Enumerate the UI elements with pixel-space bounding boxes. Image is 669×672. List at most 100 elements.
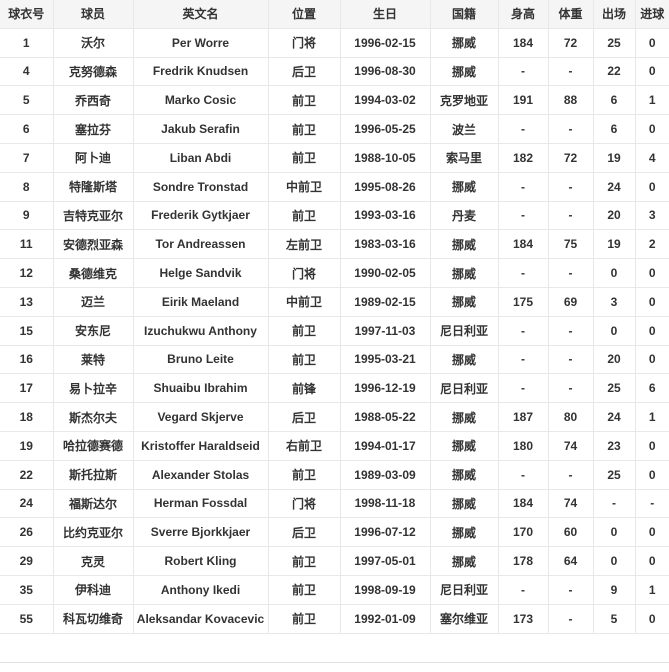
cell-appearances: 25 [592,373,636,404]
cell-jersey-number: 6 [0,114,54,144]
cell-appearances: 19 [592,142,636,173]
cell-jersey-number: 1 [0,27,54,58]
cell-birthday: 1998-09-19 [339,574,431,605]
cell-player-name-cn: 斯杰尔夫 [52,402,134,432]
cell-height: 184 [497,27,549,58]
cell-height: - [497,200,549,231]
cell-position: 前卫 [267,142,341,173]
cell-birthday: 1997-05-01 [339,546,431,576]
cell-jersey-number: 16 [0,344,54,375]
table-row: 7 阿卜迪 Liban Abdi 前卫 1988-10-05 索马里 182 72 19 4 [0,142,669,173]
cell-player-name-en: Herman Fossdal [132,488,269,519]
cell-nationality: 挪威 [429,488,499,519]
cell-goals: 0 [634,171,669,202]
cell-weight: - [547,459,594,490]
cell-player-name-cn: 伊科迪 [52,574,134,605]
cell-position: 后卫 [267,56,341,87]
cell-height: - [497,114,549,144]
table-row: 1 沃尔 Per Worre 门将 1996-02-15 挪威 184 72 25 0 [0,27,669,58]
cell-birthday: 1989-02-15 [339,286,431,317]
cell-player-name-cn: 安东尼 [52,315,134,346]
cell-goals: 0 [634,56,669,87]
table-row: 13 迈兰 Eirik Maeland 中前卫 1989-02-15 挪威 175 69 3 0 [0,286,669,317]
cell-position: 前锋 [267,373,341,404]
cell-appearances: 0 [592,315,636,346]
cell-appearances: 24 [592,402,636,432]
cell-player-name-en: Frederik Gytkjaer [132,200,269,231]
cell-birthday: 1996-12-19 [339,373,431,404]
cell-appearances: 22 [592,56,636,87]
cell-nationality: 丹麦 [429,200,499,231]
cell-nationality: 索马里 [429,142,499,173]
cell-nationality: 挪威 [429,229,499,260]
table-row: 8 特隆斯塔 Sondre Tronstad 中前卫 1995-08-26 挪威 - -24 0 [0,171,669,202]
cell-position: 中前卫 [267,286,341,317]
cell-player-name-cn: 桑德维克 [52,258,134,288]
cell-player-name-en: Per Worre [132,27,269,58]
cell-weight: 64 [547,546,594,576]
section-divider [0,662,669,663]
cell-height: - [497,373,549,404]
cell-nationality: 塞尔维亚 [429,603,499,634]
cell-position: 前卫 [267,85,341,116]
cell-jersey-number: 55 [0,603,54,634]
cell-nationality: 挪威 [429,286,499,317]
cell-nationality: 挪威 [429,344,499,375]
cell-birthday: 1995-03-21 [339,344,431,375]
cell-weight: - [547,171,594,202]
cell-jersey-number: 17 [0,373,54,404]
cell-jersey-number: 9 [0,200,54,231]
cell-jersey-number: 12 [0,258,54,288]
cell-player-name-cn: 安德烈亚森 [52,229,134,260]
cell-height: 182 [497,142,549,173]
cell-height: - [497,171,549,202]
column-header-weight: 体重 [547,0,594,29]
cell-position: 前卫 [267,603,341,634]
cell-goals: 0 [634,286,669,317]
cell-position: 门将 [267,27,341,58]
cell-weight: 72 [547,142,594,173]
cell-player-name-en: Tor Andreassen [132,229,269,260]
cell-player-name-en: Helge Sandvik [132,258,269,288]
cell-player-name-cn: 迈兰 [52,286,134,317]
cell-nationality: 挪威 [429,459,499,490]
cell-jersey-number: 29 [0,546,54,576]
cell-jersey-number: 26 [0,517,54,548]
cell-jersey-number: 35 [0,574,54,605]
cell-birthday: 1996-07-12 [339,517,431,548]
cell-weight: 60 [547,517,594,548]
cell-weight: - [547,200,594,231]
cell-nationality: 克罗地亚 [429,85,499,116]
cell-player-name-cn: 比约克亚尔 [52,517,134,548]
cell-position: 左前卫 [267,229,341,260]
cell-height: 175 [497,286,549,317]
cell-height: 173 [497,603,549,634]
cell-height: - [497,56,549,87]
cell-nationality: 尼日利亚 [429,315,499,346]
cell-jersey-number: 8 [0,171,54,202]
cell-nationality: 挪威 [429,171,499,202]
cell-appearances: 19 [592,229,636,260]
cell-jersey-number: 5 [0,85,54,116]
cell-player-name-en: Liban Abdi [132,142,269,173]
table-row: 24 福斯达尔 Herman Fossdal 门将 1998-11-18 挪威 184 74-… [0,488,669,519]
cell-height: 191 [497,85,549,116]
cell-appearances: 6 [592,114,636,144]
cell-weight: - [547,373,594,404]
cell-appearances: 25 [592,459,636,490]
cell-nationality: 挪威 [429,27,499,58]
cell-appearances: 24 [592,171,636,202]
table-row: 17 易卜拉辛 Shuaibu Ibrahim 前锋 1996-12-19 尼日利亚 - -2… [0,373,669,404]
cell-goals: 2 [634,229,669,260]
player-roster-table: 球衣号 球员 英文名 位置 生日 国籍 身高 体重 出场 进球 1 沃尔 Per Worre 门将 199… [0,0,669,634]
cell-position: 前卫 [267,459,341,490]
cell-appearances: - [592,488,636,519]
cell-goals: 1 [634,402,669,432]
table-row: 16 莱特 Bruno Leite 前卫 1995-03-21 挪威 - -20 0 [0,344,669,375]
cell-birthday: 1983-03-16 [339,229,431,260]
table-body: 1 沃尔 Per Worre 门将 1996-02-15 挪威 184 72 25 0 4 克努德森 F… [0,27,669,634]
cell-position: 后卫 [267,517,341,548]
table-row: 12 桑德维克 Helge Sandvik 门将 1990-02-05 挪威 - -0 0 [0,258,669,288]
cell-birthday: 1989-03-09 [339,459,431,490]
cell-weight: - [547,258,594,288]
